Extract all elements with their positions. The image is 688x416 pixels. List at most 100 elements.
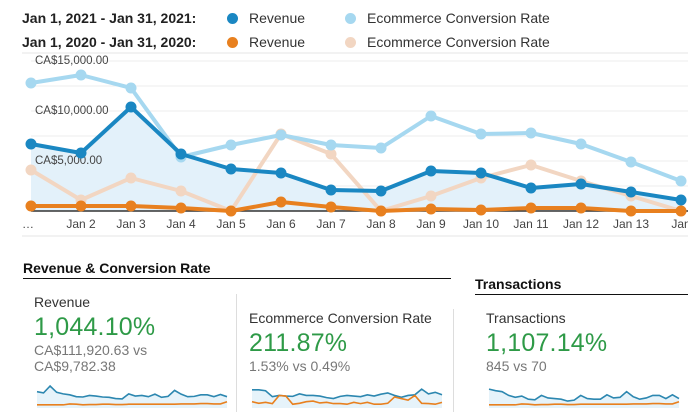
x-tick-label: Jan 6: [266, 217, 296, 231]
data-point: [675, 175, 687, 187]
legend-item-revenue-current[interactable]: Revenue: [225, 10, 343, 26]
data-point: [525, 202, 537, 214]
x-tick-label: Jan 7: [316, 217, 346, 231]
series-line: [30, 105, 682, 202]
metric-comparison: CA$111,920.63 vs: [34, 342, 148, 358]
legend-row-current: Jan 1, 2021 - Jan 31, 2021: Revenue Ecom…: [22, 6, 550, 30]
data-point: [625, 156, 637, 168]
legend-row-previous: Jan 1, 2020 - Jan 31, 2020: Revenue Ecom…: [22, 30, 550, 54]
data-point: [225, 139, 237, 151]
legend-item-conversion-current[interactable]: Ecommerce Conversion Rate: [343, 10, 550, 26]
data-point: [125, 200, 137, 212]
sparkline-revenue: [36, 384, 228, 408]
legend-label: Ecommerce Conversion Rate: [367, 34, 550, 50]
data-point: [175, 148, 187, 160]
metric-change-percent: 211.87%: [249, 329, 348, 357]
data-point: [325, 201, 337, 213]
data-point: [525, 182, 537, 194]
sparkline-area: [252, 389, 442, 408]
card-divider: [453, 309, 454, 412]
metric-card-revenue[interactable]: Revenue 1,044.10% CA$111,920.63 vs CA$9,…: [34, 294, 234, 374]
line-chart[interactable]: CA$5,000.00 CA$10,000.00 CA$15,000.00 … Jan …: [0, 52, 688, 237]
sparkline-previous: [251, 394, 443, 406]
data-point: [425, 190, 437, 202]
data-point: [75, 69, 87, 81]
y-tick-label: CA$15,000.00: [35, 55, 109, 67]
card-divider: [236, 294, 237, 412]
data-point: [75, 147, 87, 159]
legend-date-range-current: Jan 1, 2021 - Jan 31, 2021:: [22, 10, 197, 26]
y-tick-label: CA$5,000.00: [35, 155, 102, 167]
data-point: [625, 205, 637, 217]
data-point: [275, 196, 287, 208]
data-point: [475, 128, 487, 140]
x-tick-label: Jan 10: [463, 217, 499, 231]
data-point: [275, 167, 287, 179]
legend-label: Ecommerce Conversion Rate: [367, 10, 550, 26]
legend-item-revenue-previous[interactable]: Revenue: [225, 34, 343, 50]
x-tick-label: Jan: [671, 217, 688, 231]
data-point: [375, 142, 387, 154]
legend-label: Revenue: [249, 10, 306, 26]
legend-item-conversion-previous[interactable]: Ecommerce Conversion Rate: [343, 34, 550, 50]
legend-label: Revenue: [249, 34, 306, 50]
y-tick-label: CA$10,000.00: [35, 105, 109, 117]
data-point: [425, 165, 437, 177]
x-tick-label: Jan 12: [563, 217, 599, 231]
legend-date-range-previous: Jan 1, 2020 - Jan 31, 2020:: [22, 34, 197, 50]
data-point: [525, 127, 537, 139]
metric-card-transactions[interactable]: Transactions 1,107.14% 845 vs 70: [486, 310, 686, 374]
series-line: [29, 132, 682, 213]
metric-card-conversion-rate[interactable]: Ecommerce Conversion Rate 211.87% 1.53% …: [249, 310, 449, 374]
x-tick-label: Jan 2: [66, 217, 96, 231]
data-point: [575, 202, 587, 214]
data-point: [125, 172, 137, 184]
data-point: [425, 110, 437, 122]
data-point: [325, 139, 337, 151]
data-point: [575, 178, 587, 190]
x-tick-label: Jan 5: [216, 217, 246, 231]
data-point: [25, 138, 37, 150]
data-point: [175, 185, 187, 197]
sparkline-area: [37, 386, 227, 408]
metric-label: Revenue: [34, 294, 91, 310]
data-point: [25, 200, 37, 212]
data-point: [475, 204, 487, 216]
metric-comparison: 1.53% vs 0.49%: [249, 358, 351, 374]
x-tick-label: Jan 9: [416, 217, 446, 231]
legend-dot-icon: [345, 36, 356, 48]
section-title-transactions: Transactions: [475, 276, 688, 295]
metric-comparison: 845 vs 70: [486, 358, 547, 374]
metric-comparison: CA$9,782.38: [34, 358, 116, 374]
data-point: [575, 138, 587, 150]
data-point: [125, 82, 137, 94]
data-point: [175, 202, 187, 214]
metric-change-percent: 1,107.14%: [486, 329, 608, 357]
series-line: [31, 200, 681, 213]
sparkline-current: [488, 388, 680, 402]
x-tick-label: Jan 8: [366, 217, 396, 231]
data-point: [475, 167, 487, 179]
legend-dot-icon: [227, 12, 238, 24]
data-point: [225, 163, 237, 175]
data-point: [325, 184, 337, 196]
metric-label: Transactions: [486, 310, 566, 326]
sparkline-previous: [489, 400, 680, 406]
x-tick-label: Jan 11: [513, 217, 548, 231]
sparkline-conversion-rate: [251, 388, 443, 408]
x-tick-label: Jan 13: [613, 217, 649, 231]
data-point: [25, 164, 37, 176]
metric-change-percent: 1,044.10%: [34, 313, 156, 341]
data-point: [525, 159, 537, 171]
data-point: [25, 77, 37, 89]
data-point: [225, 205, 237, 217]
data-point: [675, 194, 687, 206]
data-point: [275, 129, 287, 141]
chart-legend: Jan 1, 2021 - Jan 31, 2021: Revenue Ecom…: [22, 6, 550, 54]
legend-dot-icon: [227, 36, 238, 48]
revenue-area: [31, 107, 681, 211]
data-point: [75, 200, 87, 212]
x-tick-label: …: [22, 217, 34, 231]
section-title-revenue-conversion: Revenue & Conversion Rate: [23, 260, 451, 279]
data-point: [375, 185, 387, 197]
